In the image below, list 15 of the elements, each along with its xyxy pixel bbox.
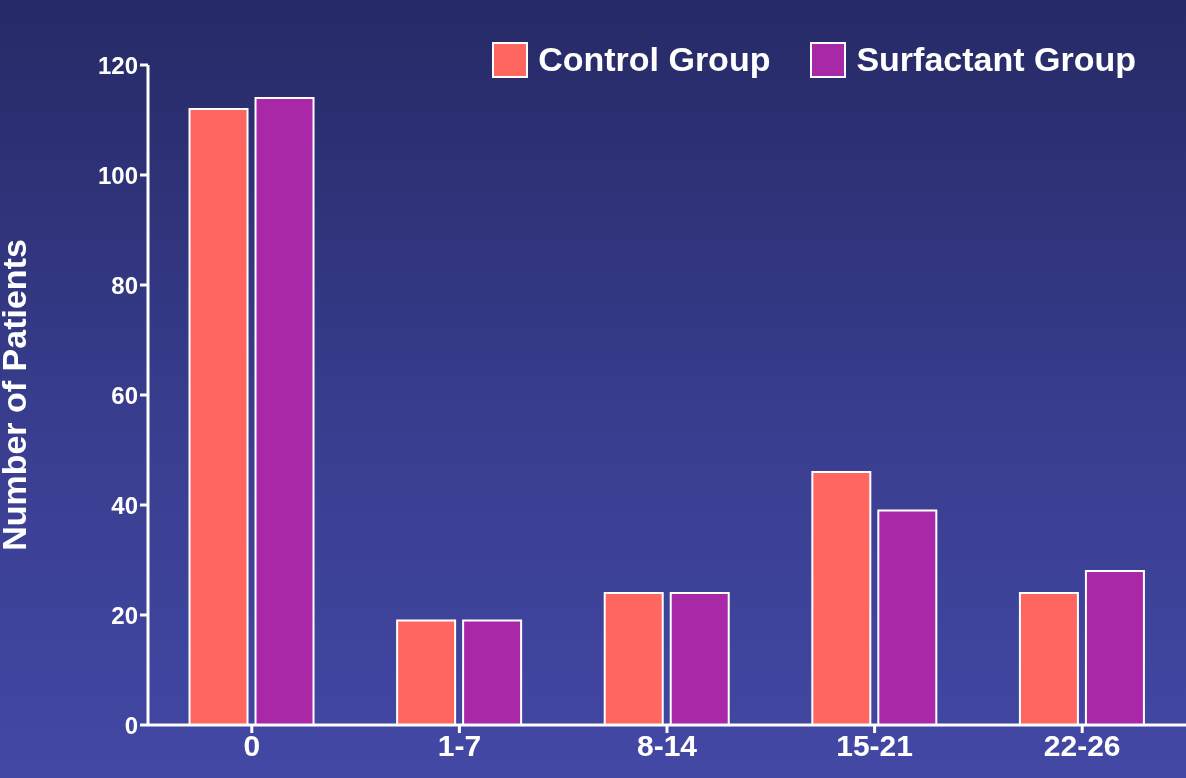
x-tick-label: 15-21 [836,729,913,763]
legend-label: Control Group [538,40,771,79]
y-tick-label: 20 [111,601,138,629]
x-tick-label: 1-7 [437,729,482,763]
x-tick-label: 8-14 [636,729,698,763]
y-tick-label: 60 [111,381,138,409]
x-tick-label: 0 [243,729,261,763]
legend-label: Surfactant Group [856,40,1136,79]
y-tick-label: 80 [111,271,138,299]
y-tick-label: 40 [111,491,138,519]
y-tick-label: 100 [97,161,138,189]
y-axis-title: Number of Patients [0,239,34,551]
y-tick-label: 0 [124,711,138,739]
x-tick-label: 22-26 [1043,729,1121,763]
y-tick-label: 120 [97,51,138,79]
